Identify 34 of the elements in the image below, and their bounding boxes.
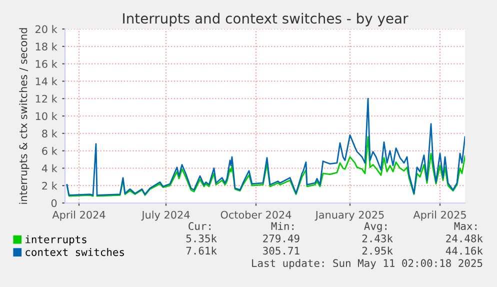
y-tick-label: 2 k <box>42 182 58 190</box>
y-tick-label: 8 k <box>42 129 58 138</box>
text: Cur: <box>188 222 210 230</box>
y-tick-label: 16 k <box>36 60 58 68</box>
text: 2.95k <box>362 246 393 255</box>
y-tick-label: 6 k <box>42 146 58 155</box>
text: Max: <box>454 222 476 230</box>
y-tick-label: 14 k <box>36 77 58 86</box>
text: Avg: <box>364 222 386 232</box>
y-tick-label: 12 k <box>36 94 58 103</box>
chart-title: Interrupts and context switches - by year <box>123 12 408 26</box>
y-tick-label: 20 k <box>36 25 58 34</box>
text: 279.49 <box>263 234 300 242</box>
x-tick-label: July 2024 <box>141 210 190 221</box>
y-axis-title: interrupts & ctx switches / second <box>19 28 30 204</box>
x-tick-label: April 2024 <box>52 210 106 221</box>
y-tick-label: 0 <box>51 199 57 208</box>
y-tick-label: 10 k <box>36 112 58 120</box>
legend-label: interrupts <box>26 235 86 246</box>
line-series <box>66 98 465 196</box>
x-tick-label: October 2024 <box>220 210 292 219</box>
text: Min: <box>271 222 294 230</box>
y-tick-label: 4 k <box>42 164 58 172</box>
y-tick-label: 18 k <box>36 42 58 51</box>
text: 305.71 <box>263 246 300 255</box>
text: 24.48k <box>446 234 483 242</box>
text: 44.16k <box>446 246 483 255</box>
x-tick-label: January 2025 <box>314 210 384 221</box>
text: 5.35k <box>186 234 217 242</box>
text: 7.61k <box>186 246 217 255</box>
legend-label: context switches <box>26 248 124 256</box>
text: 2.43k <box>362 234 393 242</box>
x-tick-label: April 2025 <box>413 210 466 221</box>
text: Last update: Sun May 11 02:00:18 2025 <box>252 258 482 270</box>
